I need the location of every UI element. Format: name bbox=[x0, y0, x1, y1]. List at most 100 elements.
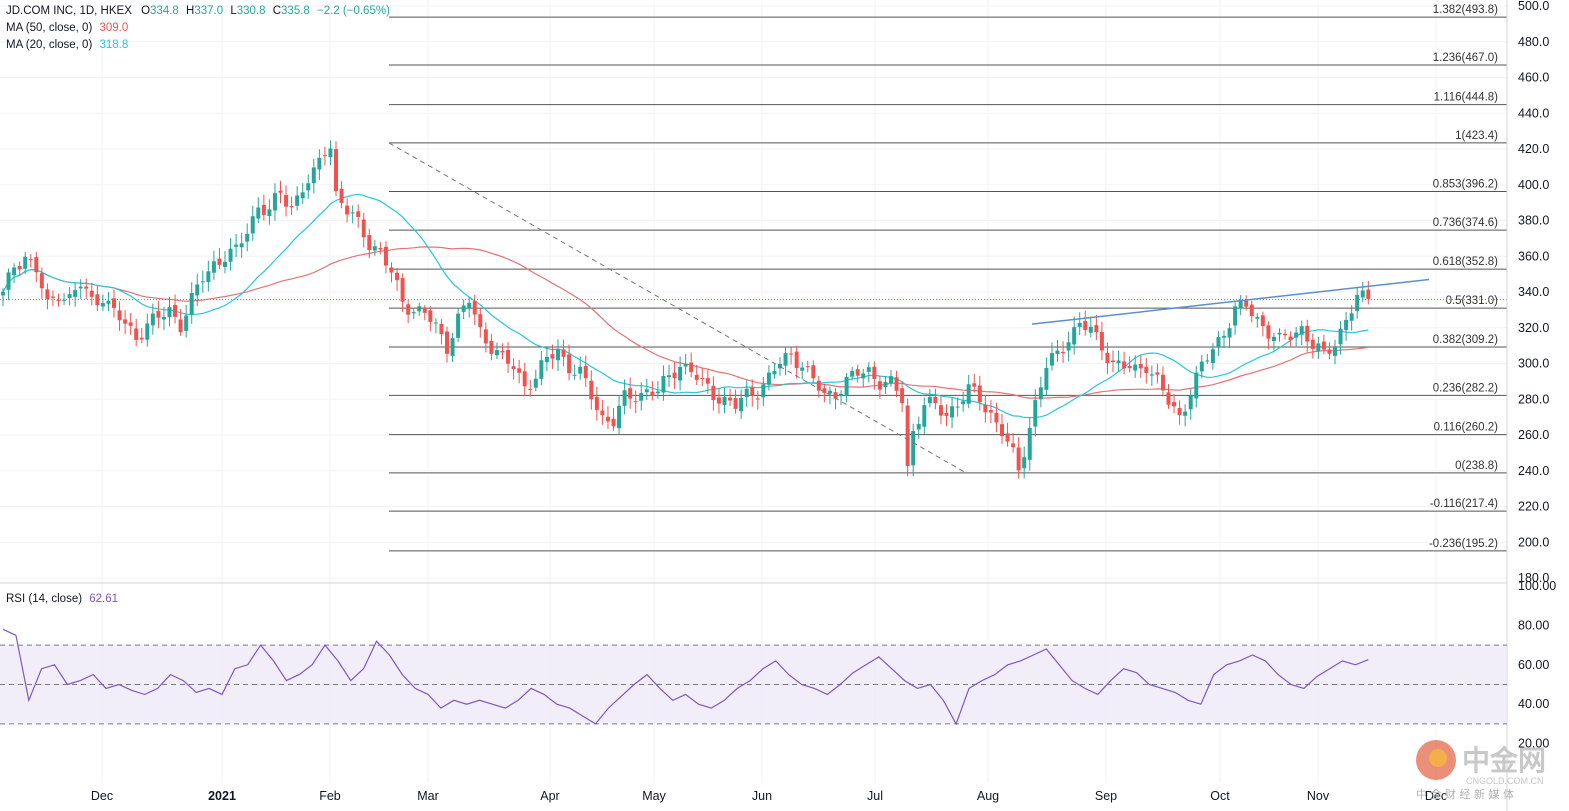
candle-body bbox=[306, 183, 311, 191]
candle-body bbox=[678, 366, 683, 381]
candle-body bbox=[1216, 337, 1221, 347]
ma20-legend[interactable]: MA (20, close, 0) 318.8 bbox=[6, 38, 128, 52]
candle-body bbox=[311, 167, 316, 184]
fib-level-label: 1(423.4) bbox=[1455, 130, 1498, 142]
candle-body bbox=[272, 193, 277, 211]
fib-level-label: 0.236(282.2) bbox=[1433, 382, 1498, 394]
candle-body bbox=[1027, 427, 1032, 460]
rsi-legend[interactable]: RSI (14, close) 62.61 bbox=[6, 592, 118, 606]
candle-body bbox=[334, 149, 338, 192]
candle-body bbox=[406, 304, 411, 315]
candle-body bbox=[1099, 331, 1104, 351]
ma50-legend[interactable]: MA (50, close, 0) 309.0 bbox=[6, 21, 128, 35]
candle-body bbox=[1061, 351, 1066, 354]
candle-body bbox=[1172, 402, 1177, 407]
candle-body bbox=[544, 356, 549, 363]
candle-body bbox=[561, 349, 566, 357]
trendlines[interactable] bbox=[388, 142, 1430, 474]
candle-body bbox=[633, 401, 638, 403]
candle-body bbox=[744, 388, 749, 398]
candle-body bbox=[1310, 339, 1315, 349]
time-tick-label: Sep bbox=[1095, 789, 1117, 803]
low-value: 330.8 bbox=[236, 5, 266, 17]
candle-body bbox=[811, 365, 816, 379]
candle-body bbox=[100, 303, 105, 307]
candle-body bbox=[467, 302, 472, 309]
candle-body bbox=[772, 371, 777, 375]
candle-body bbox=[1199, 361, 1204, 372]
candle-body bbox=[284, 195, 289, 207]
candle-body bbox=[1077, 322, 1082, 327]
candle-body bbox=[733, 398, 738, 409]
candle-body bbox=[783, 353, 788, 366]
candle-body bbox=[73, 290, 78, 297]
candle-body bbox=[217, 258, 222, 265]
candle-body bbox=[711, 385, 716, 401]
candle-body bbox=[178, 319, 183, 333]
candle-body bbox=[433, 322, 438, 324]
candle-body bbox=[167, 307, 172, 318]
price-tick-label: 340.0 bbox=[1518, 285, 1549, 299]
time-tick-label: May bbox=[642, 789, 666, 803]
candle-body bbox=[1244, 299, 1249, 307]
candle-body bbox=[150, 313, 155, 326]
candle-body bbox=[827, 390, 832, 394]
candle-body bbox=[39, 273, 44, 289]
candle-body bbox=[339, 188, 344, 204]
candle-body bbox=[500, 350, 505, 353]
candle-body bbox=[1294, 332, 1299, 338]
time-axis[interactable]: Dec 2021 Feb Mar Apr May Jun Jul Aug Sep Oct Nov Dec bbox=[91, 789, 1447, 803]
fib-level-label: 0.382(309.2) bbox=[1433, 334, 1498, 346]
candle-body bbox=[667, 375, 671, 378]
candle-body bbox=[145, 323, 150, 340]
candle-body bbox=[123, 319, 128, 324]
candle-body bbox=[417, 306, 422, 312]
price-tick-label: 460.0 bbox=[1518, 71, 1549, 85]
time-tick-label: Aug bbox=[977, 789, 999, 803]
candle-body bbox=[322, 155, 327, 157]
candle-body bbox=[1299, 326, 1304, 335]
candle-body bbox=[56, 300, 61, 302]
candle-body bbox=[350, 212, 355, 214]
candle-body bbox=[211, 261, 216, 273]
time-tick-label: Jul bbox=[867, 789, 883, 803]
candle-body bbox=[345, 205, 350, 215]
candle-body bbox=[922, 405, 927, 427]
fib-level-label: 0.736(374.6) bbox=[1433, 217, 1498, 229]
time-tick-label: Oct bbox=[1210, 789, 1230, 803]
candle-body bbox=[872, 366, 877, 379]
candle-body bbox=[1183, 411, 1188, 416]
time-tick-label: Jun bbox=[752, 789, 772, 803]
candle-body bbox=[655, 391, 660, 394]
candle-body bbox=[522, 371, 527, 387]
candle-body bbox=[689, 362, 694, 373]
candle-body bbox=[556, 348, 560, 361]
price-tick-label: 420.0 bbox=[1518, 142, 1549, 156]
candle-body bbox=[1194, 372, 1199, 399]
candle-body bbox=[367, 235, 372, 251]
rsi-pane[interactable]: 20.00 40.00 60.00 80.00 100.00 bbox=[0, 579, 1556, 751]
candle-body bbox=[589, 380, 594, 400]
candle-body bbox=[927, 396, 932, 404]
candle-body bbox=[1288, 336, 1293, 341]
candle-body bbox=[528, 388, 533, 390]
fibonacci-retracement[interactable]: 1.382(493.8) 1.236(467.0) 1.116(444.8) 1(42… bbox=[0, 4, 1507, 552]
candle-body bbox=[17, 265, 22, 270]
symbol-title: JD.COM INC, 1D, HKEX bbox=[6, 5, 132, 17]
candle-body bbox=[383, 246, 388, 266]
candle-body bbox=[572, 374, 577, 376]
candle-body bbox=[805, 366, 810, 368]
ma50-label: MA (50, close, 0) bbox=[6, 22, 93, 34]
fib-diagonal-line bbox=[388, 142, 967, 474]
rsi-tick-label: 100.00 bbox=[1518, 579, 1556, 593]
candle-body bbox=[1177, 407, 1182, 416]
candle-body bbox=[1055, 350, 1060, 354]
candle-body bbox=[6, 272, 11, 290]
fib-level-label: 1.116(444.8) bbox=[1434, 92, 1499, 104]
candle-body bbox=[533, 378, 538, 388]
candle-body bbox=[139, 337, 144, 340]
candle-body bbox=[1049, 353, 1054, 366]
fib-level-label: 1.382(493.8) bbox=[1433, 4, 1498, 16]
